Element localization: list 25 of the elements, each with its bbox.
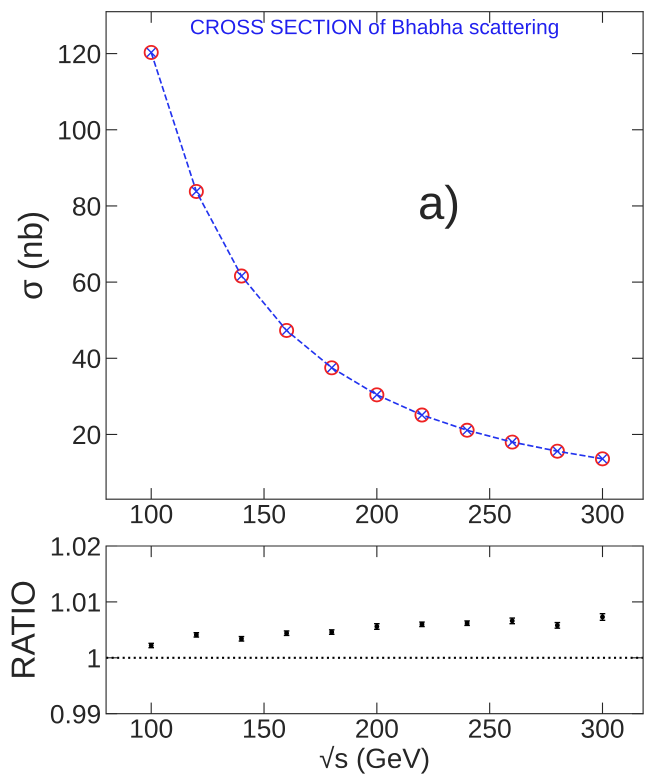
y-tick-label: 60 (73, 273, 100, 292)
y-tick-label: 0.99 (50, 704, 100, 724)
x-tick-label: 150 (244, 504, 286, 524)
y-tick-label: 1.02 (52, 537, 100, 556)
x-tick-label: 300 (581, 719, 624, 738)
y-tick-label: 80 (73, 197, 100, 216)
y-tick-label: 20 (73, 426, 100, 444)
y-axis-title: RATIO (11, 582, 35, 677)
x-tick-label: 200 (356, 504, 398, 524)
chart-title: CROSS SECTION of Bhabha scattering (190, 19, 558, 38)
x-tick-label: 150 (244, 719, 286, 738)
x-tick-label: 200 (356, 719, 398, 738)
x-axis-title: √s (GeV) (320, 746, 428, 774)
x-tick-label: 100 (131, 504, 172, 524)
y-tick-label: 1 (88, 649, 100, 668)
x-tick-label: 300 (581, 504, 624, 524)
y-axis-title: σ (nb) (18, 212, 49, 299)
y-tick-label: 120 (59, 44, 100, 64)
y-tick-label: 1.01 (52, 593, 100, 612)
x-tick-label: 100 (131, 719, 172, 738)
y-tick-label: 40 (72, 349, 100, 368)
annotation: a) (420, 184, 458, 229)
x-tick-label: 250 (468, 719, 511, 738)
y-tick-label: 100 (59, 120, 100, 140)
x-tick-label: 250 (468, 504, 511, 524)
